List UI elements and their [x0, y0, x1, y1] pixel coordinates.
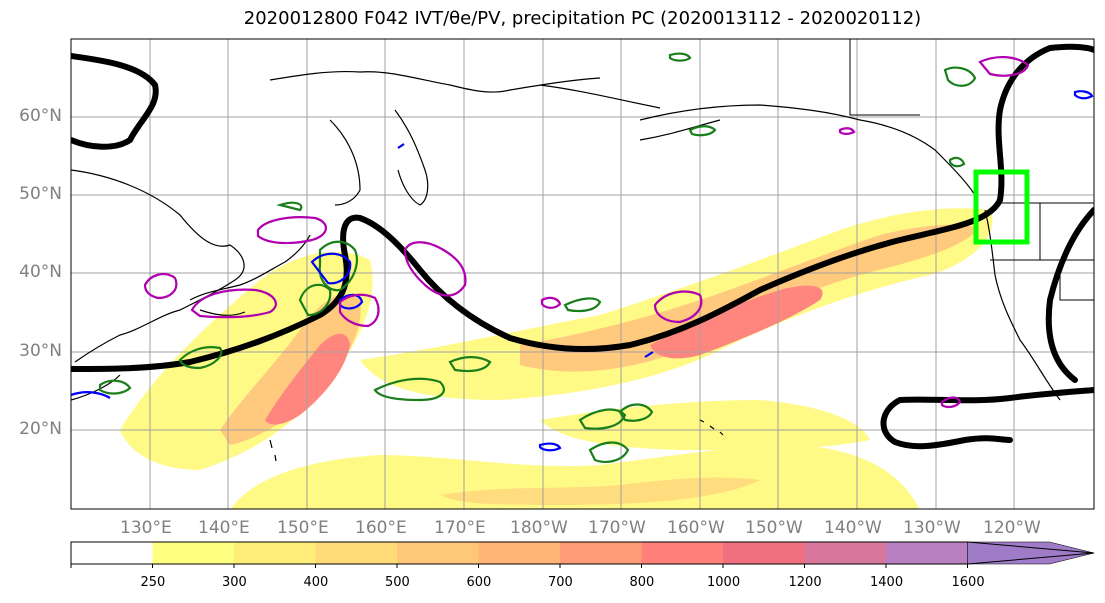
- lat-label: 50°N: [19, 184, 62, 204]
- colorbar-segment: [641, 542, 723, 564]
- ivt-band-south-low: [230, 445, 920, 509]
- colorbar-segment: [315, 542, 397, 564]
- pv-magenta-japan-north: [256, 216, 327, 245]
- colorbar-segment: [804, 542, 886, 564]
- coast-china: [71, 374, 121, 401]
- lat-label: 60°N: [19, 106, 62, 126]
- theta-e-contour-south: [880, 387, 1094, 450]
- colorbar-tick-label: 250: [140, 575, 166, 590]
- borders: [849, 39, 1094, 301]
- colorbar: [70, 541, 1095, 568]
- coast-japan: [189, 234, 311, 316]
- ivt-band-south-mid: [440, 477, 760, 505]
- lon-label: 170°W: [588, 518, 646, 538]
- colorbar-tick-label: 700: [548, 575, 573, 590]
- lat-label: 40°N: [19, 262, 62, 282]
- coast-east-asia: [71, 169, 245, 363]
- colorbar-segment: [397, 542, 479, 564]
- coast-islands: [269, 439, 277, 462]
- pv-magenta-mid-pacific: [653, 290, 703, 324]
- pv-magenta-contours: [143, 56, 1030, 409]
- coast-gulf-alaska: [859, 119, 976, 196]
- coastlines: [71, 70, 1061, 462]
- ivt-band-west-mid: [220, 294, 361, 445]
- colorbar-tick-label: 400: [303, 575, 329, 590]
- lon-label: 160°E: [355, 518, 407, 538]
- pv-magenta-east: [940, 396, 962, 409]
- coast-kamchatka: [394, 109, 429, 206]
- theta-e-contour-north: [71, 53, 159, 150]
- lon-label: 160°W: [667, 518, 725, 538]
- colorbar-tick-label: 300: [222, 575, 247, 590]
- lon-label: 150°E: [277, 518, 329, 538]
- coast-alaska-peninsula: [639, 104, 861, 141]
- lon-label: 150°W: [745, 518, 803, 538]
- pv-magenta-japan-south: [190, 288, 277, 319]
- pv-magenta-central: [403, 241, 467, 297]
- pv-green-contours: [98, 52, 977, 463]
- colorbar-tick-label: 600: [466, 575, 492, 590]
- colorbar-tick-label: 1000: [707, 575, 741, 590]
- figure-title: 2020012800 F042 IVT/θe/PV, precipitation…: [243, 8, 922, 29]
- colorbar-segment: [886, 542, 968, 564]
- theta-e-contours: [71, 43, 1094, 450]
- coast-aleutians: [539, 84, 661, 109]
- theta-e-contour-east: [1045, 207, 1094, 383]
- lat-label: 30°N: [19, 341, 62, 361]
- pv-magenta-korea: [143, 272, 178, 300]
- lon-label: 140°W: [824, 518, 882, 538]
- colorbar-segment: [152, 542, 234, 564]
- pv-magenta-kuril: [338, 293, 380, 328]
- map-frame: [70, 38, 1095, 510]
- lon-label: 140°E: [198, 518, 250, 538]
- colorbar-tick-label: 1600: [951, 575, 985, 590]
- pv-magenta-alaska: [838, 127, 856, 135]
- lon-label: 130°W: [903, 518, 961, 538]
- lon-label: 120°W: [983, 518, 1041, 538]
- colorbar-tick-label: 1200: [788, 575, 822, 590]
- ivt-band-east-high: [650, 285, 823, 359]
- pv-blue-contours: [71, 90, 1094, 452]
- lon-label: 170°E: [434, 518, 486, 538]
- colorbar-segment: [723, 542, 805, 564]
- colorbar-extend-arrow: [967, 541, 1095, 565]
- colorbar-frame: [70, 541, 1095, 565]
- target-region-box: [973, 169, 1030, 245]
- ivt-band-west-low: [120, 251, 373, 470]
- pv-magenta-canada: [978, 56, 1030, 77]
- theta-e-contour-main: [71, 43, 1094, 372]
- colorbar-segment: [234, 542, 316, 564]
- colorbar-segment: [560, 542, 642, 564]
- coast-hawaii: [699, 419, 724, 436]
- colorbar-tick-label: 1400: [870, 575, 904, 590]
- pv-magenta-small: [540, 296, 562, 309]
- colorbar-tick-label: 500: [385, 575, 410, 590]
- colorbar-tick-label: 800: [629, 575, 655, 590]
- lat-label: 20°N: [19, 419, 62, 439]
- colorbar-segment: [71, 542, 153, 564]
- lon-label: 180°W: [510, 518, 568, 538]
- coast-okhotsk: [329, 119, 361, 206]
- colorbar-segment: [478, 542, 560, 564]
- lon-label: 130°E: [120, 518, 172, 538]
